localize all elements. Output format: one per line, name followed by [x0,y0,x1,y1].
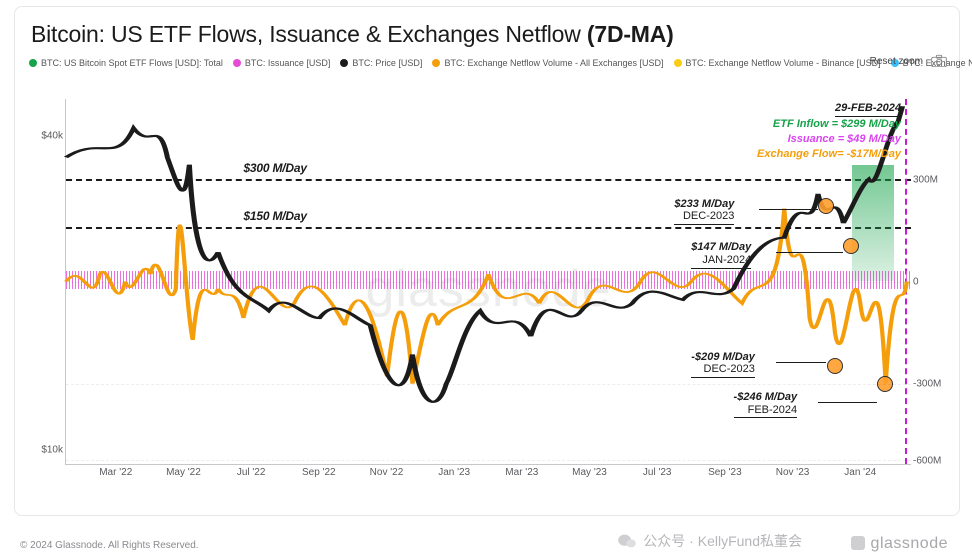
annotation-value: $233 M/Day [674,198,734,210]
annotation-date: DEC-2023 [691,363,755,376]
reset-zoom-button[interactable]: Reset zoom [870,56,923,67]
legend-row: BTC: US Bitcoin Spot ETF Flows [USD]: To… [15,52,959,72]
legend-item[interactable]: BTC: Exchange Netflow Volume - All Excha… [432,58,663,68]
annotation: $147 M/DayJAN-2024 [691,241,751,268]
y-left-tick: $10k [23,445,63,456]
x-tick: Sep '22 [302,467,336,478]
legend-item[interactable]: BTC: Exchange Netflow Volume - Binance [… [674,58,881,68]
annotation-value: -$246 M/Day [734,391,798,403]
legend-label: BTC: Exchange Netflow Volume - All Excha… [444,58,663,68]
annotation-connector [818,402,877,403]
readout-box: 29-FEB-2024 ETF Inflow = $299 M/Day Issu… [757,101,901,161]
legend-label: BTC: Price [USD] [352,58,422,68]
x-tick: Jul '22 [237,467,266,478]
y-right-tick: 300M [913,174,953,185]
x-tick: Jan '23 [438,467,470,478]
readout-exchange: Exchange Flow= -$17M/Day [757,148,901,160]
y-axis-right: 300M 0 -300M -600M [913,99,953,465]
y-left-tick: $40k [23,130,63,141]
annotation-connector [759,209,818,210]
annotation: -$209 M/DayDEC-2023 [691,351,755,378]
x-tick: Jul '23 [643,467,672,478]
glassnode-logo-icon [851,536,865,550]
x-tick: Sep '23 [708,467,742,478]
y-right-tick: -300M [913,379,953,390]
chart-title-main: Bitcoin: US ETF Flows, Issuance & Exchan… [31,21,581,47]
legend-swatch [29,59,37,67]
annotation-value: $147 M/Day [691,241,751,253]
annotation-connector [776,252,844,253]
y-axis-left: $40k $10k [23,99,63,465]
gridline [66,179,911,180]
legend-swatch [233,59,241,67]
annotation-marker [818,198,834,214]
x-tick: Nov '22 [370,467,404,478]
annotation-marker [843,238,859,254]
annotation-value: -$209 M/Day [691,351,755,363]
gridline [66,384,911,385]
x-tick: Nov '23 [776,467,810,478]
series-exchange-all [66,209,907,384]
wechat-text: 公众号 · KellyFund私董会 [643,531,802,551]
wechat-icon [617,533,637,549]
legend-label: BTC: Issuance [USD] [245,58,331,68]
annotation-date: DEC-2023 [674,210,734,223]
gridline [66,282,911,283]
legend-label: BTC: Exchange Netflow Volume - Binance [… [686,58,881,68]
x-tick: Mar '22 [99,467,132,478]
legend-swatch [674,59,682,67]
gridline [66,460,911,461]
legend-item[interactable]: BTC: US Bitcoin Spot ETF Flows [USD]: To… [29,58,223,68]
legend-item[interactable]: BTC: Issuance [USD] [233,58,331,68]
annotation-marker [827,358,843,374]
x-axis: Mar '22 May '22 Jul '22 Sep '22 Nov '22 Jan '… [65,467,911,485]
y-right-tick: 0 [913,277,953,288]
chart-card: Bitcoin: US ETF Flows, Issuance & Exchan… [14,6,960,516]
chart-title-suffix: (7D-MA) [587,21,674,47]
annotation: -$246 M/DayFEB-2024 [734,391,798,418]
readout-etf: ETF Inflow = $299 M/Day [773,118,901,130]
annotation-connector [776,362,827,363]
y-right-tick: -600M [913,456,953,467]
screenshot-icon[interactable] [931,54,947,68]
annotation-date: FEB-2024 [734,404,798,417]
legend-item[interactable]: BTC: Price [USD] [340,58,422,68]
readout-issuance: Issuance = $49 M/Day [788,133,901,145]
x-tick: May '23 [572,467,607,478]
legend-swatch [340,59,348,67]
wechat-attribution: 公众号 · KellyFund私董会 [617,531,802,551]
chart-title: Bitcoin: US ETF Flows, Issuance & Exchan… [15,7,959,52]
footer-copyright: © 2024 Glassnode. All Rights Reserved. [20,540,199,551]
glassnode-logo: glassnode [851,535,948,553]
legend-label: BTC: US Bitcoin Spot ETF Flows [USD]: To… [41,58,223,68]
annotation: $233 M/DayDEC-2023 [674,198,734,225]
glassnode-logo-text: glassnode [871,535,948,552]
x-tick: May '22 [166,467,201,478]
annotation-date: JAN-2024 [691,254,751,267]
x-tick: Jan '24 [844,467,876,478]
x-tick: Mar '23 [505,467,538,478]
plot-area[interactable]: glassnode $300 M/Day $150 M/Day 29-FEB-2… [65,99,911,465]
readout-date: 29-FEB-2024 [835,101,901,117]
legend-swatch [432,59,440,67]
